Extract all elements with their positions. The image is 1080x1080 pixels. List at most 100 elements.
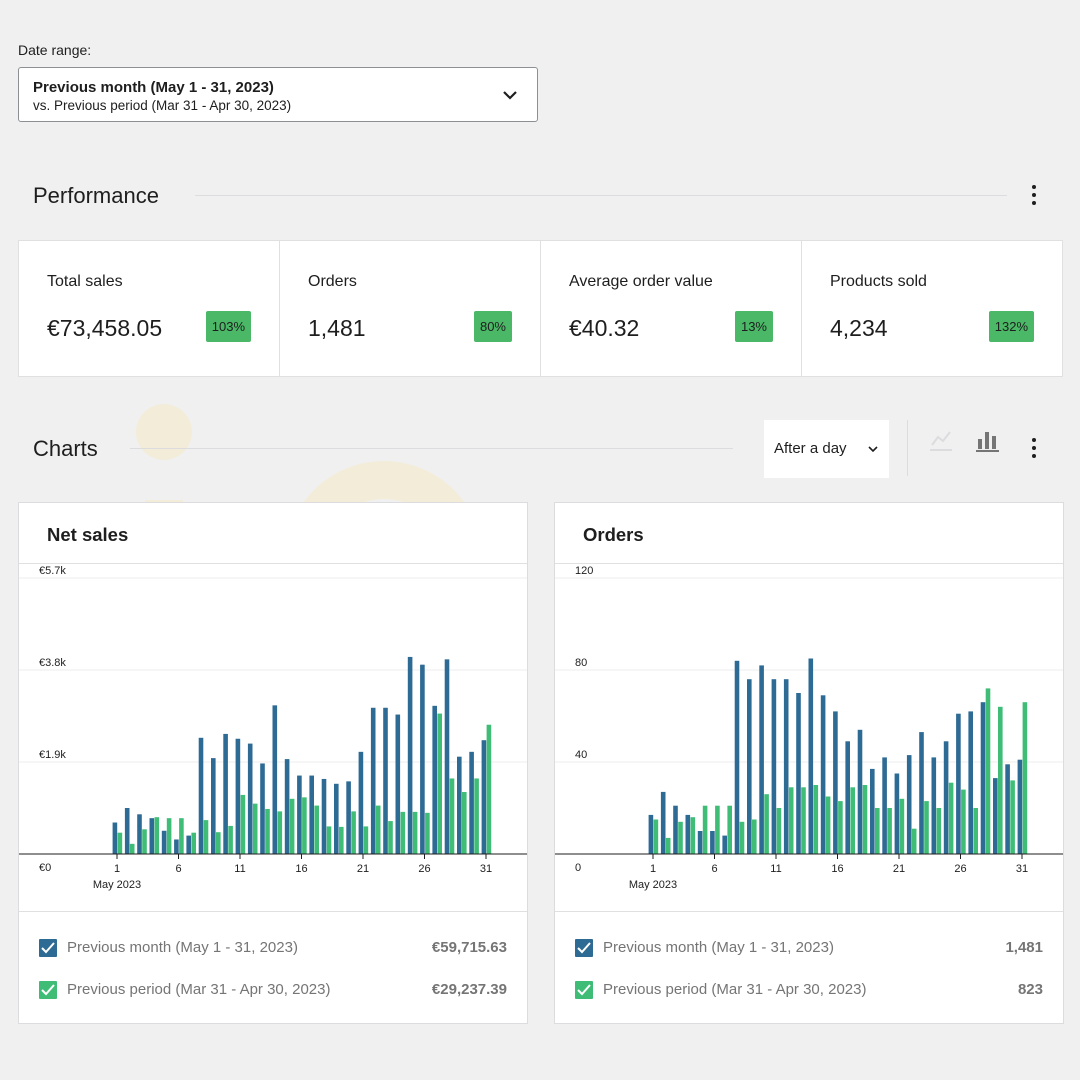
bar-previous-period[interactable]	[117, 832, 123, 854]
bar-previous-period[interactable]	[961, 789, 966, 854]
bar-previous-period[interactable]	[1022, 702, 1028, 854]
bar-previous-month[interactable]	[481, 740, 487, 854]
legend-item-previous-period[interactable]: Previous period (Mar 31 - Apr 30, 2023) …	[39, 979, 507, 1003]
line-chart-icon[interactable]	[928, 428, 954, 454]
bar-previous-period[interactable]	[339, 826, 344, 854]
bar-previous-period[interactable]	[862, 785, 868, 854]
bar-previous-month[interactable]	[297, 775, 302, 854]
bar-previous-period[interactable]	[228, 825, 233, 854]
bar-previous-month[interactable]	[919, 732, 924, 854]
bar-previous-month[interactable]	[358, 751, 364, 854]
bar-previous-period[interactable]	[166, 818, 172, 854]
interval-select[interactable]: After a day	[764, 420, 889, 478]
bar-previous-month[interactable]	[759, 665, 764, 854]
bar-previous-period[interactable]	[998, 706, 1003, 854]
checkbox-checked-icon[interactable]	[575, 939, 593, 957]
bar-previous-period[interactable]	[702, 805, 708, 854]
bar-previous-month[interactable]	[272, 705, 278, 854]
bar-previous-period[interactable]	[911, 828, 917, 854]
bar-previous-period[interactable]	[351, 811, 356, 854]
bar-previous-month[interactable]	[309, 775, 314, 854]
bar-previous-month[interactable]	[247, 743, 253, 854]
bar-previous-period[interactable]	[437, 713, 442, 854]
bar-previous-period[interactable]	[240, 794, 246, 854]
bar-previous-month[interactable]	[993, 778, 998, 854]
bar-previous-month[interactable]	[407, 656, 413, 854]
bar-previous-month[interactable]	[198, 737, 204, 854]
bar-previous-period[interactable]	[973, 808, 978, 854]
bar-previous-period[interactable]	[375, 805, 381, 854]
bar-previous-month[interactable]	[980, 702, 986, 854]
bar-previous-month[interactable]	[1005, 764, 1010, 854]
bar-previous-period[interactable]	[739, 821, 745, 854]
kpi-average-order-value[interactable]: Average order value €40.32 13%	[541, 241, 802, 376]
bar-previous-month[interactable]	[931, 757, 937, 854]
bar-previous-month[interactable]	[710, 831, 715, 854]
bar-previous-month[interactable]	[747, 679, 752, 854]
bar-previous-month[interactable]	[321, 778, 327, 854]
bar-previous-period[interactable]	[924, 801, 929, 854]
bar-previous-month[interactable]	[697, 831, 703, 854]
bar-chart-icon[interactable]	[975, 428, 1001, 454]
bar-previous-month[interactable]	[845, 741, 850, 854]
bar-previous-period[interactable]	[665, 837, 671, 854]
bar-previous-month[interactable]	[260, 763, 265, 854]
bar-previous-month[interactable]	[956, 713, 961, 854]
bar-previous-month[interactable]	[334, 783, 339, 854]
bar-previous-month[interactable]	[223, 733, 228, 854]
checkbox-checked-icon[interactable]	[39, 981, 57, 999]
bar-previous-period[interactable]	[678, 821, 683, 854]
bar-previous-period[interactable]	[727, 805, 732, 854]
bar-previous-month[interactable]	[383, 707, 388, 854]
legend-item-previous-month[interactable]: Previous month (May 1 - 31, 2023) 1,481	[575, 937, 1043, 961]
bar-previous-period[interactable]	[203, 820, 209, 854]
bar-previous-month[interactable]	[906, 755, 912, 854]
bar-previous-period[interactable]	[412, 811, 418, 854]
bar-previous-period[interactable]	[277, 811, 283, 854]
legend-item-previous-period[interactable]: Previous period (Mar 31 - Apr 30, 2023) …	[575, 979, 1043, 1003]
bar-previous-period[interactable]	[302, 797, 307, 854]
bar-previous-period[interactable]	[887, 808, 892, 854]
bar-previous-month[interactable]	[211, 758, 216, 854]
bar-previous-period[interactable]	[715, 805, 720, 854]
bar-previous-period[interactable]	[486, 724, 492, 854]
bar-previous-period[interactable]	[653, 819, 659, 855]
bar-previous-period[interactable]	[764, 794, 769, 854]
bar-previous-month[interactable]	[346, 781, 351, 854]
bar-previous-month[interactable]	[395, 714, 401, 854]
bar-previous-period[interactable]	[129, 843, 135, 854]
kpi-total-sales[interactable]: Total sales €73,458.05 103%	[19, 241, 280, 376]
bar-previous-month[interactable]	[673, 805, 678, 854]
bar-previous-month[interactable]	[149, 818, 155, 854]
bar-previous-month[interactable]	[648, 814, 654, 854]
bar-previous-month[interactable]	[660, 791, 666, 854]
performance-more-icon[interactable]	[1030, 185, 1038, 211]
bar-previous-period[interactable]	[690, 817, 696, 854]
bar-previous-period[interactable]	[899, 798, 905, 854]
bar-previous-month[interactable]	[137, 814, 142, 854]
bar-previous-period[interactable]	[449, 778, 455, 854]
bar-previous-month[interactable]	[124, 808, 130, 854]
bar-previous-month[interactable]	[469, 751, 474, 854]
bar-previous-period[interactable]	[474, 778, 479, 854]
bar-previous-period[interactable]	[1010, 780, 1015, 854]
bar-previous-period[interactable]	[752, 819, 757, 855]
bar-previous-month[interactable]	[457, 756, 462, 854]
bar-previous-period[interactable]	[400, 811, 406, 854]
bar-previous-month[interactable]	[685, 814, 691, 854]
bar-previous-month[interactable]	[432, 705, 437, 854]
bar-previous-month[interactable]	[968, 711, 973, 854]
bar-previous-month[interactable]	[734, 660, 740, 854]
bar-previous-month[interactable]	[808, 658, 814, 855]
bar-previous-month[interactable]	[722, 835, 727, 854]
bar-previous-period[interactable]	[838, 801, 843, 854]
kpi-products-sold[interactable]: Products sold 4,234 132%	[802, 241, 1062, 376]
bar-previous-period[interactable]	[788, 787, 794, 854]
bar-previous-period[interactable]	[265, 808, 270, 854]
bar-previous-period[interactable]	[363, 826, 369, 854]
bar-previous-month[interactable]	[796, 693, 801, 854]
bar-previous-period[interactable]	[314, 805, 319, 854]
bar-previous-month[interactable]	[174, 839, 179, 854]
bar-previous-month[interactable]	[420, 664, 425, 854]
bar-previous-month[interactable]	[235, 738, 241, 854]
